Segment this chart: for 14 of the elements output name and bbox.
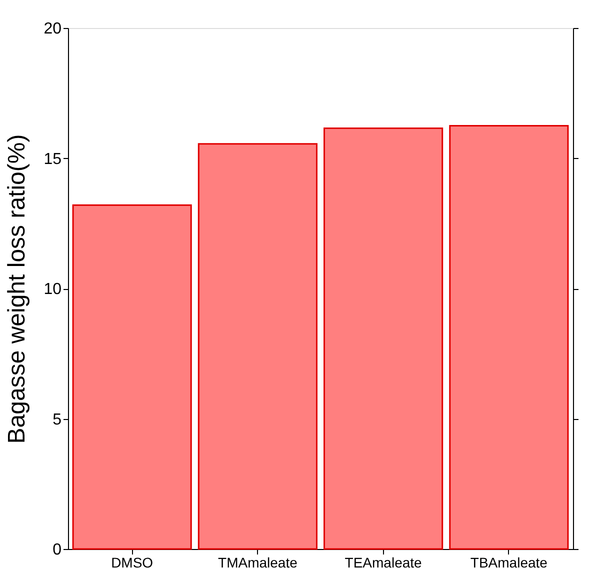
y-tick-label: 15 <box>44 150 62 168</box>
bar <box>198 143 318 550</box>
x-tick-label: TBAmaleate <box>470 554 548 569</box>
x-tick-label: DMSO <box>111 554 154 569</box>
bar <box>324 128 444 550</box>
y-axis-title: Bagasse weight loss ratio(%) <box>4 134 31 444</box>
y-tick-label: 10 <box>44 281 62 298</box>
y-tick-label: 5 <box>52 411 62 428</box>
bar <box>449 124 569 550</box>
bar <box>72 204 192 550</box>
x-tick-label: TMAmaleate <box>218 554 298 569</box>
y-tick-label: 0 <box>52 542 62 558</box>
y-tick-label: 20 <box>44 20 62 38</box>
x-tick-label: TEAmaleate <box>344 554 422 569</box>
